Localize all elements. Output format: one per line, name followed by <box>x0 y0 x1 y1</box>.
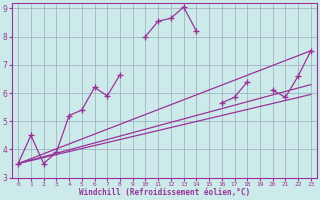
X-axis label: Windchill (Refroidissement éolien,°C): Windchill (Refroidissement éolien,°C) <box>79 188 250 197</box>
